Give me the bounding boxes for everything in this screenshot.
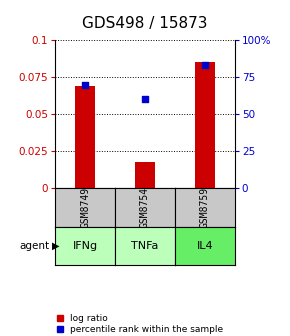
Text: GSM8759: GSM8759: [200, 187, 210, 228]
Point: [83, 82, 87, 87]
Point: [143, 97, 147, 102]
Text: IFNg: IFNg: [72, 241, 98, 251]
Point: [203, 63, 207, 68]
Text: GSM8749: GSM8749: [80, 187, 90, 228]
Text: IL4: IL4: [197, 241, 213, 251]
Legend: log ratio, percentile rank within the sample: log ratio, percentile rank within the sa…: [55, 312, 225, 336]
Bar: [195, 62, 215, 188]
Bar: [75, 86, 95, 188]
Text: TNFa: TNFa: [131, 241, 159, 251]
Text: GSM8754: GSM8754: [140, 187, 150, 228]
Text: ▶: ▶: [52, 241, 60, 251]
Text: agent: agent: [19, 241, 49, 251]
Text: GDS498 / 15873: GDS498 / 15873: [82, 16, 208, 31]
Bar: [135, 162, 155, 188]
